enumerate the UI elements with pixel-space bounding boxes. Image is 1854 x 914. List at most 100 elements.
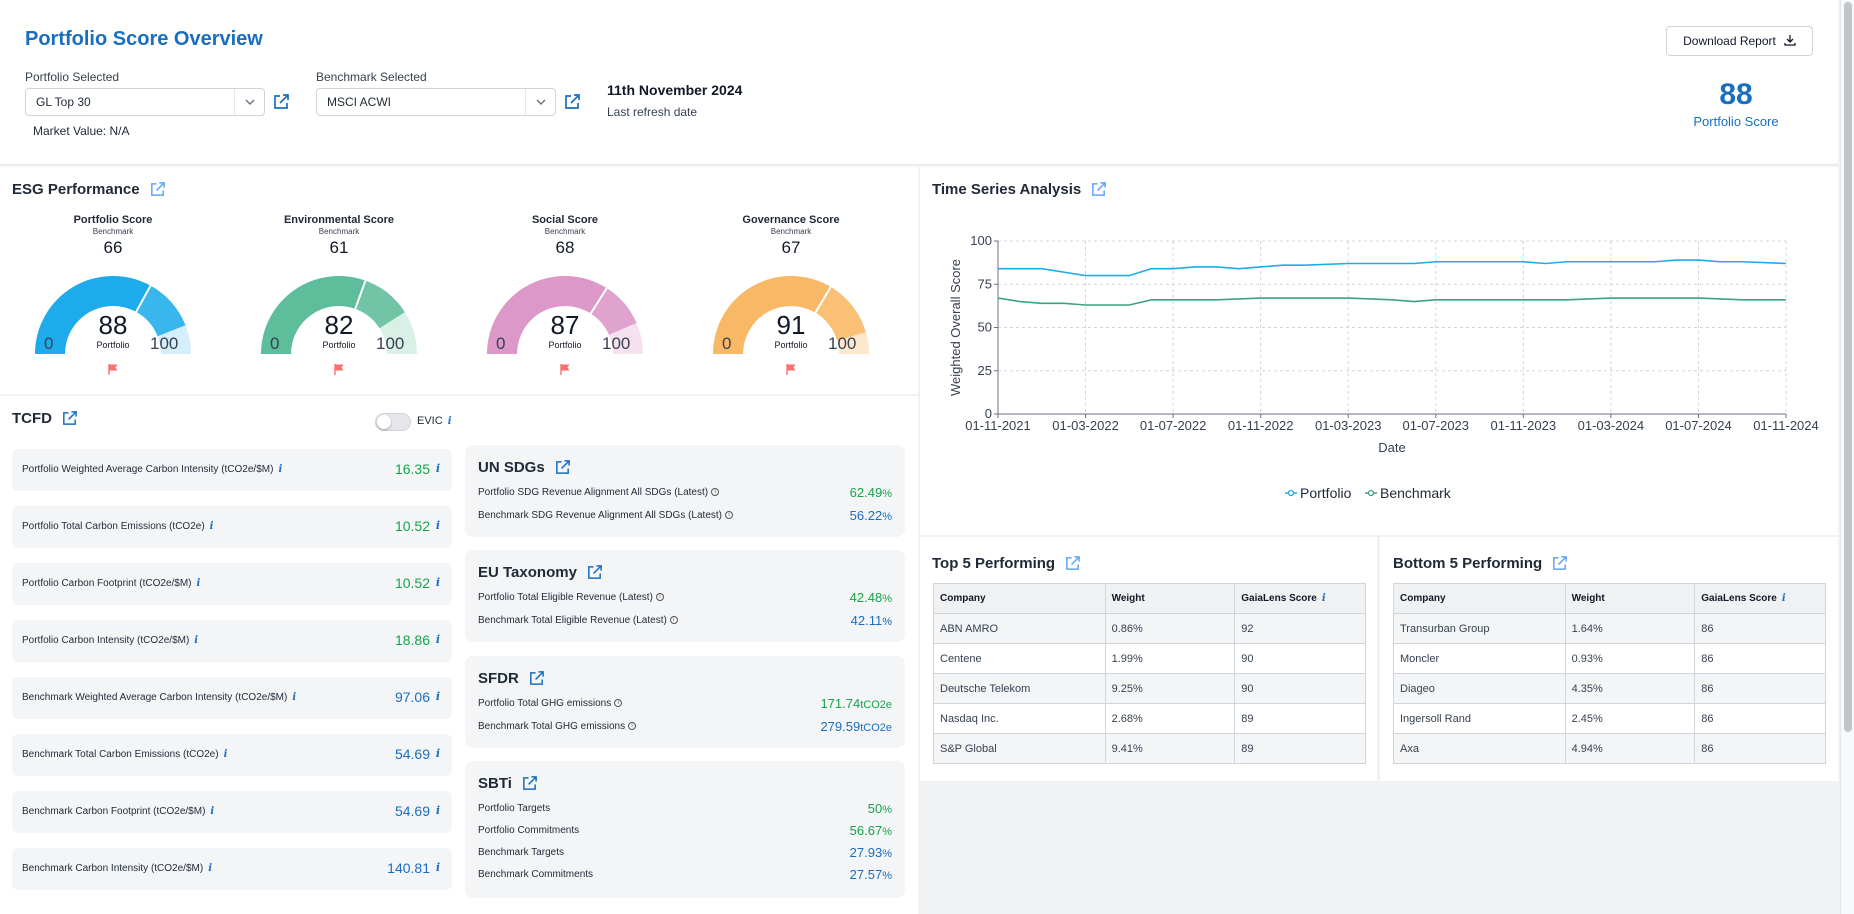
info-icon[interactable]: i [435, 576, 440, 589]
flag-icon [107, 362, 119, 380]
portfolio-select[interactable]: GL Top 30 [25, 88, 265, 116]
external-link-icon[interactable] [61, 410, 78, 427]
bottom5-title-text: Bottom 5 Performing [1393, 555, 1543, 572]
table-header[interactable]: Company [1393, 583, 1566, 614]
table-row[interactable]: Diageo 4.35% 86 [1393, 673, 1826, 704]
table-cell: 90 [1234, 673, 1366, 704]
download-report-button[interactable]: Download Report [1666, 26, 1813, 56]
info-icon[interactable]: i [194, 635, 199, 646]
gauge-arc [713, 275, 869, 354]
table-cell: Transurban Group [1393, 613, 1566, 644]
evic-toggle[interactable] [375, 413, 411, 431]
external-link-icon[interactable] [586, 564, 603, 581]
gauge-portfolio-label: Portfolio [96, 340, 130, 350]
card-row-label-text: Portfolio Total Eligible Revenue (Latest… [478, 592, 653, 603]
info-icon[interactable]: i [435, 690, 440, 703]
table-row[interactable]: ABN AMRO 0.86% 92 [933, 613, 1366, 644]
info-icon[interactable]: i [435, 519, 440, 532]
scrollbar-thumb[interactable] [1844, 2, 1852, 732]
gauge-benchmark-marker [354, 280, 367, 310]
info-icon[interactable]: i [435, 861, 440, 874]
table-cell: 0.93% [1564, 643, 1696, 674]
info-icon[interactable]: i [196, 578, 201, 589]
table-row[interactable]: Deutsche Telekom 9.25% 90 [933, 673, 1366, 704]
card-row-number: 50 [867, 801, 883, 816]
info-icon[interactable]: i [223, 749, 228, 760]
tcfd-row: Benchmark Carbon Intensity (tCO2e/$M) i 1… [12, 848, 452, 890]
table-row[interactable]: Axa 4.94% 86 [1393, 733, 1826, 764]
info-icon[interactable]: i [292, 692, 297, 703]
portfolio-external-link-icon[interactable] [272, 93, 290, 111]
gauge-value: 87 [550, 310, 580, 340]
card-row-label-text: Benchmark Total Eligible Revenue (Latest… [478, 615, 667, 626]
external-link-icon[interactable] [1551, 555, 1568, 572]
time-series-title: Time Series Analysis [932, 181, 1107, 198]
external-link-icon[interactable] [521, 775, 538, 792]
tcfd-row-value: 10.52 [394, 575, 430, 591]
table-cell: 1.64% [1564, 613, 1696, 644]
card-row-label-text: Portfolio Commitments [478, 825, 580, 836]
card-row: Portfolio Total Eligible Revenue (Latest… [478, 590, 892, 608]
flag-icon [785, 362, 797, 380]
info-icon[interactable]: i [278, 464, 283, 475]
un-sdgs-card: UN SDGs Portfolio SDG Revenue Alignment … [465, 445, 905, 537]
gauge-benchmark-label: Benchmark [544, 227, 586, 236]
info-circle-icon[interactable]: i [655, 593, 664, 602]
card-row-unit: % [882, 870, 892, 882]
info-icon[interactable]: i [1321, 593, 1326, 604]
series-line-portfolio [998, 259, 1787, 277]
table-row[interactable]: Nasdaq Inc. 2.68% 89 [933, 703, 1366, 734]
gauge-min: 0 [722, 334, 732, 353]
evic-label: EVIC i [417, 415, 452, 427]
table-header[interactable]: Weight [1104, 583, 1236, 614]
table-row[interactable]: Ingersoll Rand 2.45% 86 [1393, 703, 1826, 734]
info-icon[interactable]: i [1781, 593, 1786, 604]
table-cell: Moncler [1393, 643, 1566, 674]
info-icon[interactable]: i [208, 863, 212, 874]
info-icon[interactable]: i [447, 416, 452, 427]
table-header[interactable]: Weight [1564, 583, 1696, 614]
table-row[interactable]: S&P Global 9.41% 89 [933, 733, 1366, 764]
info-icon[interactable]: i [435, 462, 440, 475]
tcfd-title-text: TCFD [12, 410, 52, 427]
table-header[interactable]: GaiaLens Score i [1694, 583, 1826, 614]
info-icon[interactable]: i [210, 806, 215, 817]
info-icon[interactable]: i [209, 521, 214, 532]
external-link-icon[interactable] [528, 670, 545, 687]
info-circle-icon[interactable]: i [614, 699, 623, 708]
table-cell: 86 [1694, 613, 1826, 644]
external-link-icon[interactable] [1090, 181, 1107, 198]
table-cell: 89 [1234, 703, 1366, 734]
table-row[interactable]: Centene 1.99% 90 [933, 643, 1366, 674]
info-circle-icon[interactable]: i [628, 722, 637, 731]
vertical-scrollbar[interactable] [1840, 0, 1854, 914]
benchmark-select-label: Benchmark Selected [316, 70, 427, 84]
tcfd-row-label-text: Benchmark Carbon Footprint (tCO2e/$M) [22, 806, 206, 817]
info-circle-icon[interactable]: i [669, 616, 678, 625]
external-link-icon[interactable] [149, 181, 166, 198]
gauge-portfolio-arc [136, 285, 186, 337]
gauge-max: 100 [828, 334, 857, 353]
table-header[interactable]: GaiaLens Score i [1234, 583, 1366, 614]
table-cell: Diageo [1393, 673, 1566, 704]
gauge-arc [35, 276, 191, 354]
table-row[interactable]: Transurban Group 1.64% 86 [1393, 613, 1826, 644]
external-link-icon[interactable] [554, 459, 571, 476]
table-header[interactable]: Company [933, 583, 1106, 614]
table-cell: 9.25% [1104, 673, 1236, 704]
tcfd-row-value: 18.86 [394, 632, 430, 648]
card-row-number: 62.49 [849, 485, 883, 500]
info-icon[interactable]: i [435, 804, 440, 817]
info-icon[interactable]: i [435, 633, 440, 646]
info-icon[interactable]: i [435, 747, 440, 760]
external-link-icon[interactable] [1064, 555, 1081, 572]
sbti-card: SBTi Portfolio Targets 50% Portfolio Com… [465, 761, 905, 898]
benchmark-external-link-icon[interactable] [563, 93, 581, 111]
gauge-max: 100 [602, 334, 631, 353]
chevron-down-icon [525, 89, 555, 115]
info-circle-icon[interactable]: i [711, 488, 720, 497]
tcfd-row: Portfolio Carbon Intensity (tCO2e/$M) i 1… [12, 620, 452, 662]
benchmark-select[interactable]: MSCI ACWI [316, 88, 556, 116]
info-circle-icon[interactable]: i [725, 511, 733, 520]
table-row[interactable]: Moncler 0.93% 86 [1393, 643, 1826, 674]
